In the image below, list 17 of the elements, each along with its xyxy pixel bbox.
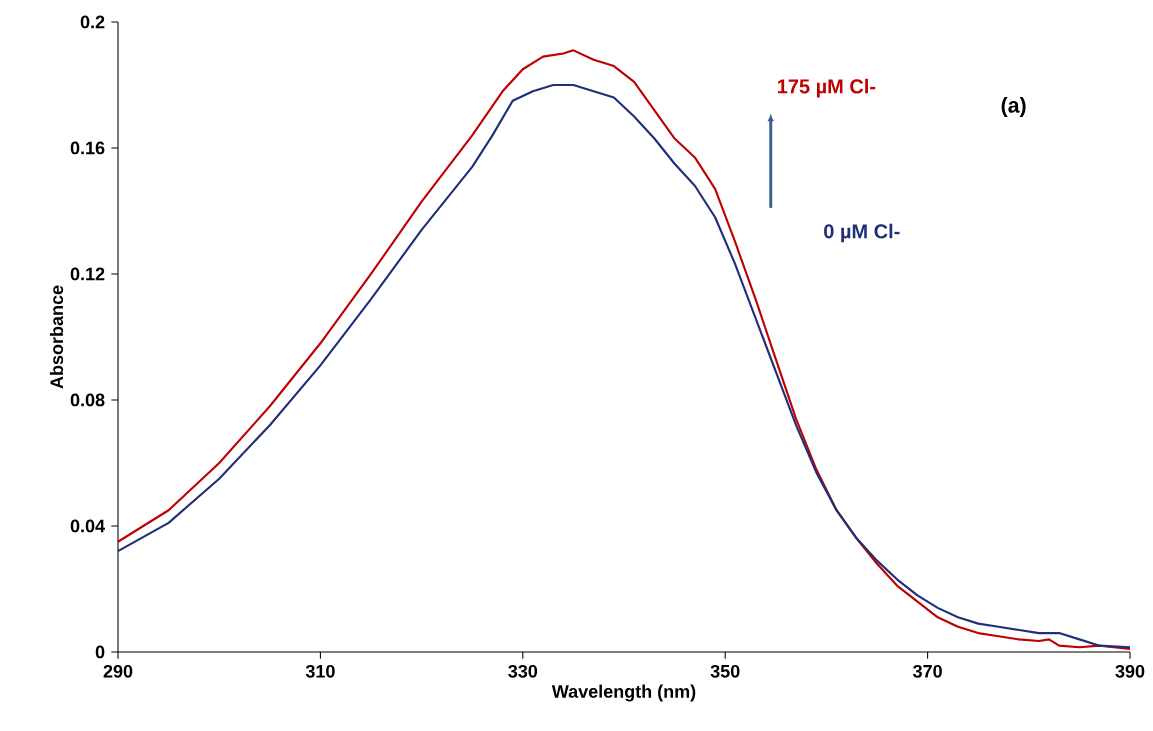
text: 0 µM Cl- [824,223,900,243]
x-axis-title: Wavelength (nm) [551,684,696,702]
y-tick-label: 0.2 [80,15,105,29]
y-tick-label: 0 [95,645,105,659]
x-tick-label: 290 [103,664,133,678]
y-tick-label: 0.04 [70,519,105,533]
y-axis-title: Absorbance [49,285,64,389]
x-tick-label: 350 [710,664,740,678]
annotation: (a) [1001,97,1026,117]
x-tick-label: 370 [913,664,942,678]
y-tick-label: 0.08 [70,393,105,407]
text: 175 µM Cl- [777,78,876,98]
y-tick-label: 0.12 [70,267,105,281]
x-tick-label: 390 [1115,664,1145,678]
x-tick-label: 330 [508,664,538,678]
x-tick-label: 310 [305,664,335,678]
y-tick-label: 0.16 [70,141,105,155]
